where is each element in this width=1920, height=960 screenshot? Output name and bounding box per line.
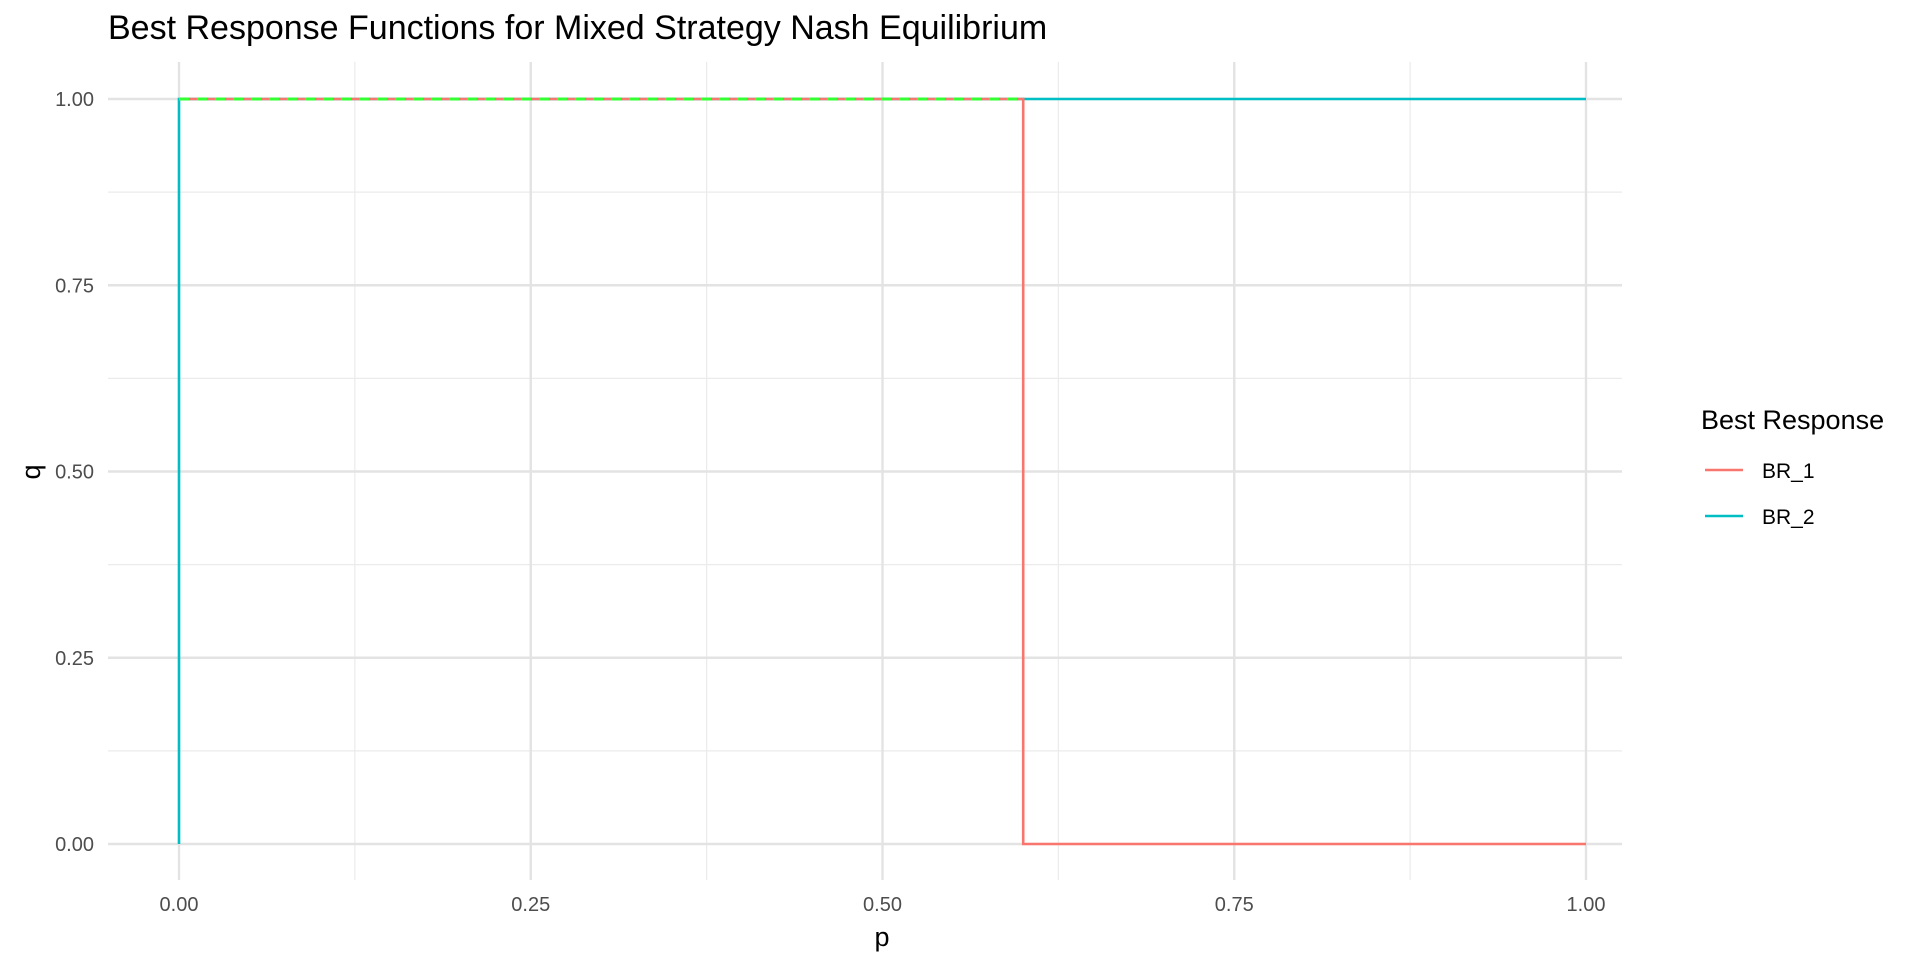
- x-tick-label: 0.25: [511, 894, 550, 916]
- x-tick-label: 0.75: [1215, 894, 1254, 916]
- y-tick-label: 1.00: [55, 89, 94, 111]
- x-tick-label: 1.00: [1567, 894, 1606, 916]
- legend-label-br-2: BR_2: [1762, 506, 1815, 529]
- grid-minor: [108, 62, 1622, 880]
- y-tick-label: 0.25: [55, 648, 94, 670]
- x-tick-label: 0.50: [863, 894, 902, 916]
- legend-label-br-1: BR_1: [1762, 460, 1815, 483]
- legend: Best Response BR_1 BR_2: [1701, 405, 1884, 529]
- x-tick-labels: 0.00 0.25 0.50 0.75 1.00: [160, 894, 1606, 916]
- x-axis-title: p: [874, 922, 889, 952]
- y-axis-title: q: [16, 464, 46, 479]
- legend-title: Best Response: [1701, 405, 1884, 435]
- legend-items: BR_1 BR_2: [1705, 460, 1815, 529]
- y-tick-labels: 0.00 0.25 0.50 0.75 1.00: [55, 89, 94, 856]
- y-tick-label: 0.50: [55, 462, 94, 484]
- chart-title: Best Response Functions for Mixed Strate…: [108, 9, 1047, 47]
- y-tick-label: 0.00: [55, 834, 94, 856]
- y-tick-label: 0.75: [55, 275, 94, 297]
- series-layer: [177, 97, 1586, 846]
- x-tick-label: 0.00: [160, 894, 199, 916]
- grid-major: [108, 62, 1622, 880]
